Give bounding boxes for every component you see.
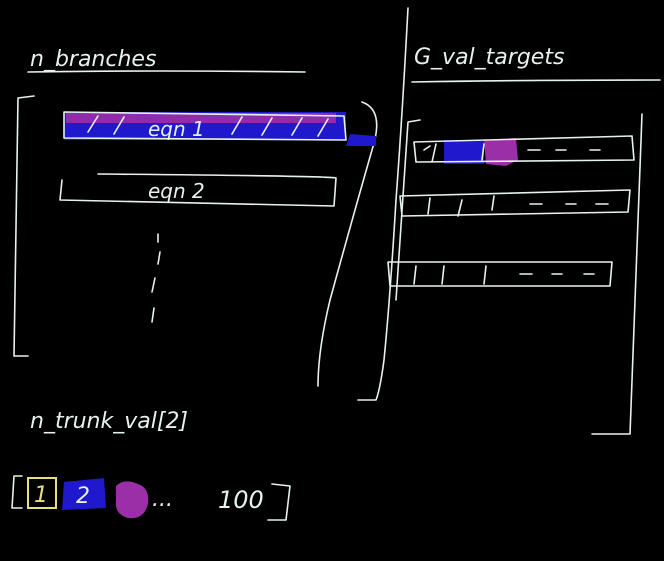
vertical-divider: [357, 7, 409, 401]
left-panel: n_branches eqn 1 eqn 2: [13, 47, 378, 387]
eqn-2-label: eqn 2: [148, 179, 205, 203]
row-1-purple-cell: [484, 138, 518, 166]
array-last-cell: 100: [218, 486, 264, 514]
left-bracket-open: [13, 95, 35, 357]
array-cell-1-box: [27, 477, 57, 509]
row-3-marks: [413, 265, 595, 285]
row-3-outline: [387, 261, 613, 287]
eqn-1-outline: [63, 111, 347, 141]
target-row-1: [413, 135, 635, 166]
row-2-marks: [427, 195, 609, 217]
vertical-ellipsis: [151, 233, 161, 323]
trunk-val-array: 1 2 ... 100: [11, 475, 291, 521]
array-cell-3-fill: [115, 481, 149, 519]
left-bracket-close: [317, 101, 378, 387]
array-ellipsis: ...: [152, 487, 173, 512]
target-row-3: [387, 261, 613, 287]
right-panel-title: G_val_targets: [414, 45, 564, 70]
target-row-2: [399, 189, 631, 217]
eqn-2-outline: [59, 173, 337, 207]
right-bracket-open: [395, 119, 421, 301]
array-cell-2: 2: [76, 484, 90, 509]
eqn-1-box: eqn 1: [63, 111, 376, 146]
row-1-marks: [423, 143, 601, 163]
eqn-1-purple-stroke: [66, 113, 336, 123]
eqn-1-hatching: [87, 115, 329, 137]
eqn-1-label: eqn 1: [148, 117, 205, 141]
trunk-val-title: n_trunk_val[2]: [30, 409, 188, 434]
eqn-2-box: eqn 2: [59, 173, 337, 207]
right-title-underline: [411, 79, 661, 83]
row-2-outline: [399, 189, 631, 217]
row-1-outline: [413, 135, 635, 163]
right-bracket-close: [591, 113, 643, 435]
array-bracket-open: [11, 475, 23, 509]
eqn-1-blue-tail: [346, 134, 376, 146]
array-cell-2-fill: [62, 478, 106, 510]
right-panel: G_val_targets: [387, 45, 661, 435]
row-1-blue-cell: [444, 140, 484, 164]
array-cell-1: 1: [34, 483, 48, 508]
left-panel-title: n_branches: [30, 47, 156, 72]
bottom-section: n_trunk_val[2] 1 2 ... 100: [11, 409, 291, 521]
left-title-underline: [27, 70, 306, 73]
array-bracket-close: [267, 483, 291, 521]
